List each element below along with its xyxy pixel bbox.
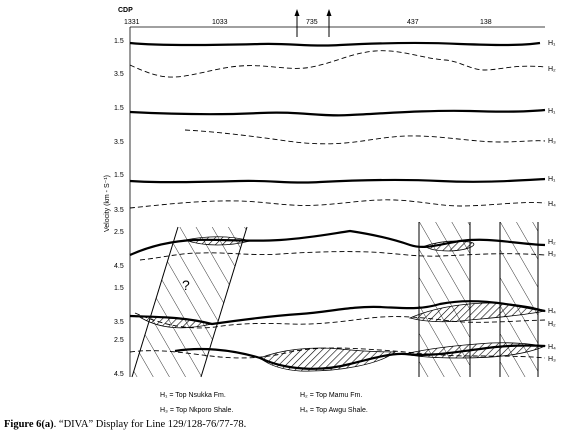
cdp-tick: 437	[407, 19, 419, 26]
y-tick: 3.5	[114, 139, 124, 146]
horizon-curve-dashed	[139, 251, 546, 261]
horizon-label: H₁	[548, 40, 556, 47]
legend-item: H₄ = Top Awgu Shale.	[300, 407, 368, 414]
horizon-curve-dashed	[134, 312, 546, 329]
arrow-up-icon	[294, 9, 300, 37]
cdp-tick: 1033	[212, 19, 228, 26]
caption-text: . “DIVA” Display for Line 129/128-76/77-…	[53, 419, 247, 430]
y-tick: 4.5	[114, 371, 124, 378]
horizon-label: H₂	[548, 321, 556, 328]
figure-caption: Figure 6(a). “DIVA” Display for Line 129…	[4, 419, 564, 430]
horizon-label: H₄	[548, 308, 556, 315]
legend-item: H₁ = Top Nsukka Fm.	[160, 392, 226, 399]
horizon-label: H₁	[548, 176, 556, 183]
legend-item: H₃ = Top Nkporo Shale.	[160, 407, 233, 414]
y-tick: 3.5	[114, 207, 124, 214]
fault-zone-left	[131, 226, 248, 378]
horizon-curve-solid	[129, 229, 546, 257]
horizon-label: H₂	[548, 239, 556, 246]
y-tick: 2.5	[114, 229, 124, 236]
y-tick: 1.5	[114, 38, 124, 45]
cdp-tick: 735	[306, 19, 318, 26]
legend-item: H₂ = Top Mamu Fm.	[300, 392, 362, 399]
arrow-up-icon	[326, 9, 332, 37]
cdp-tick: 1331	[124, 19, 140, 26]
y-tick: 1.5	[114, 285, 124, 292]
y-axis-label: Velocity (km - S⁻¹)	[104, 175, 111, 232]
cdp-tick: 138	[480, 19, 492, 26]
horizon-curve-dashed	[129, 50, 546, 78]
horizon-label: H₄	[548, 344, 556, 351]
y-tick: 4.5	[114, 263, 124, 270]
horizon-curve-solid	[129, 300, 546, 326]
horizon-curve-solid	[174, 344, 546, 370]
horizon-curve-solid	[129, 41, 541, 47]
y-tick: 1.5	[114, 172, 124, 179]
horizon-label: H₄	[548, 201, 556, 208]
y-tick: 3.5	[114, 319, 124, 326]
horizon-label: H₃	[548, 251, 556, 258]
horizon-curve-dashed	[129, 347, 546, 359]
horizon-label: H₁	[548, 108, 556, 115]
horizon-label: H₂	[548, 66, 556, 73]
cdp-axis-label: CDP	[118, 7, 133, 14]
question-mark: ?	[182, 277, 190, 293]
horizon-curve-solid	[129, 108, 546, 117]
horizon-label: H₃	[548, 356, 556, 363]
y-tick: 1.5	[114, 105, 124, 112]
y-tick: 2.5	[114, 337, 124, 344]
anomaly-hatched	[259, 347, 397, 372]
horizon-curve-solid	[129, 177, 546, 184]
anomaly-hatched	[424, 240, 475, 252]
horizon-label: H₃	[548, 138, 556, 145]
horizon-curve-dashed	[184, 129, 546, 145]
y-tick: 3.5	[114, 71, 124, 78]
caption-label: Figure 6(a)	[4, 419, 54, 430]
horizon-curve-dashed	[129, 199, 546, 209]
